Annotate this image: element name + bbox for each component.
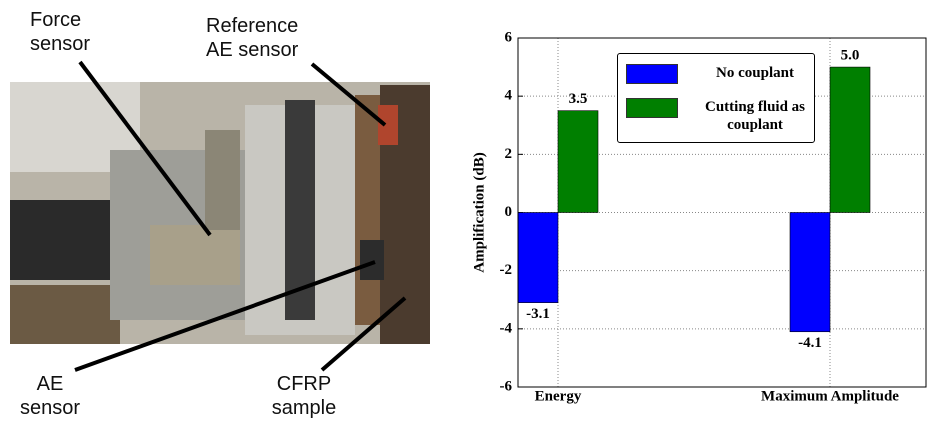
legend-swatch (626, 98, 678, 118)
bar (517, 212, 559, 303)
photo-sensor (150, 225, 240, 285)
plot-frame (517, 37, 927, 388)
y-tick-label: -4 (500, 320, 513, 336)
y-axis-label: Amplification (dB) (471, 152, 487, 272)
bar (557, 110, 599, 213)
legend-label: No couplant (716, 65, 794, 81)
photo-label: CFRP sample (271, 373, 337, 419)
value-label: 5.0 (841, 48, 860, 64)
photo-ae (360, 240, 384, 280)
photo-cylinder (10, 200, 120, 280)
bar (789, 212, 831, 333)
y-tick-label: -2 (500, 262, 513, 278)
y-tick-label: -6 (500, 378, 513, 394)
y-tick-label: 0 (505, 204, 513, 220)
x-tick-label: Energy (535, 388, 582, 404)
photo-label: Force sensor (30, 9, 91, 55)
y-tick-label: 6 (505, 29, 513, 45)
y-tick-label: 4 (505, 88, 513, 104)
pointer (320, 296, 407, 372)
legend-entry: No couplant (626, 64, 810, 84)
photo-sensor (205, 130, 240, 230)
photo-ae-ref (378, 105, 398, 145)
legend-swatch (626, 64, 678, 84)
x-tick-label: Maximum Amplitude (761, 388, 899, 404)
legend-entry: Cutting fluid as couplant (626, 98, 810, 134)
value-label: -4.1 (798, 335, 822, 351)
pointer (310, 62, 387, 127)
bar (829, 66, 871, 213)
photo-base (10, 285, 120, 344)
value-label: 3.5 (569, 91, 588, 107)
legend: No couplant Cutting fluid as couplant (617, 53, 815, 143)
pointer (74, 260, 376, 372)
photo-label: Reference AE sensor (206, 15, 299, 61)
legend-label: Cutting fluid as couplant (704, 99, 806, 133)
pointer (78, 60, 212, 237)
photo-label: AE sensor (19, 373, 81, 419)
value-label: -3.1 (526, 306, 550, 322)
plot: -6 -4 -2 0 2 4 6 Energy Maximum Amplitude -3.1 -4.… (471, 29, 927, 404)
photo (10, 60, 430, 372)
y-tick-label: 2 (505, 146, 513, 162)
